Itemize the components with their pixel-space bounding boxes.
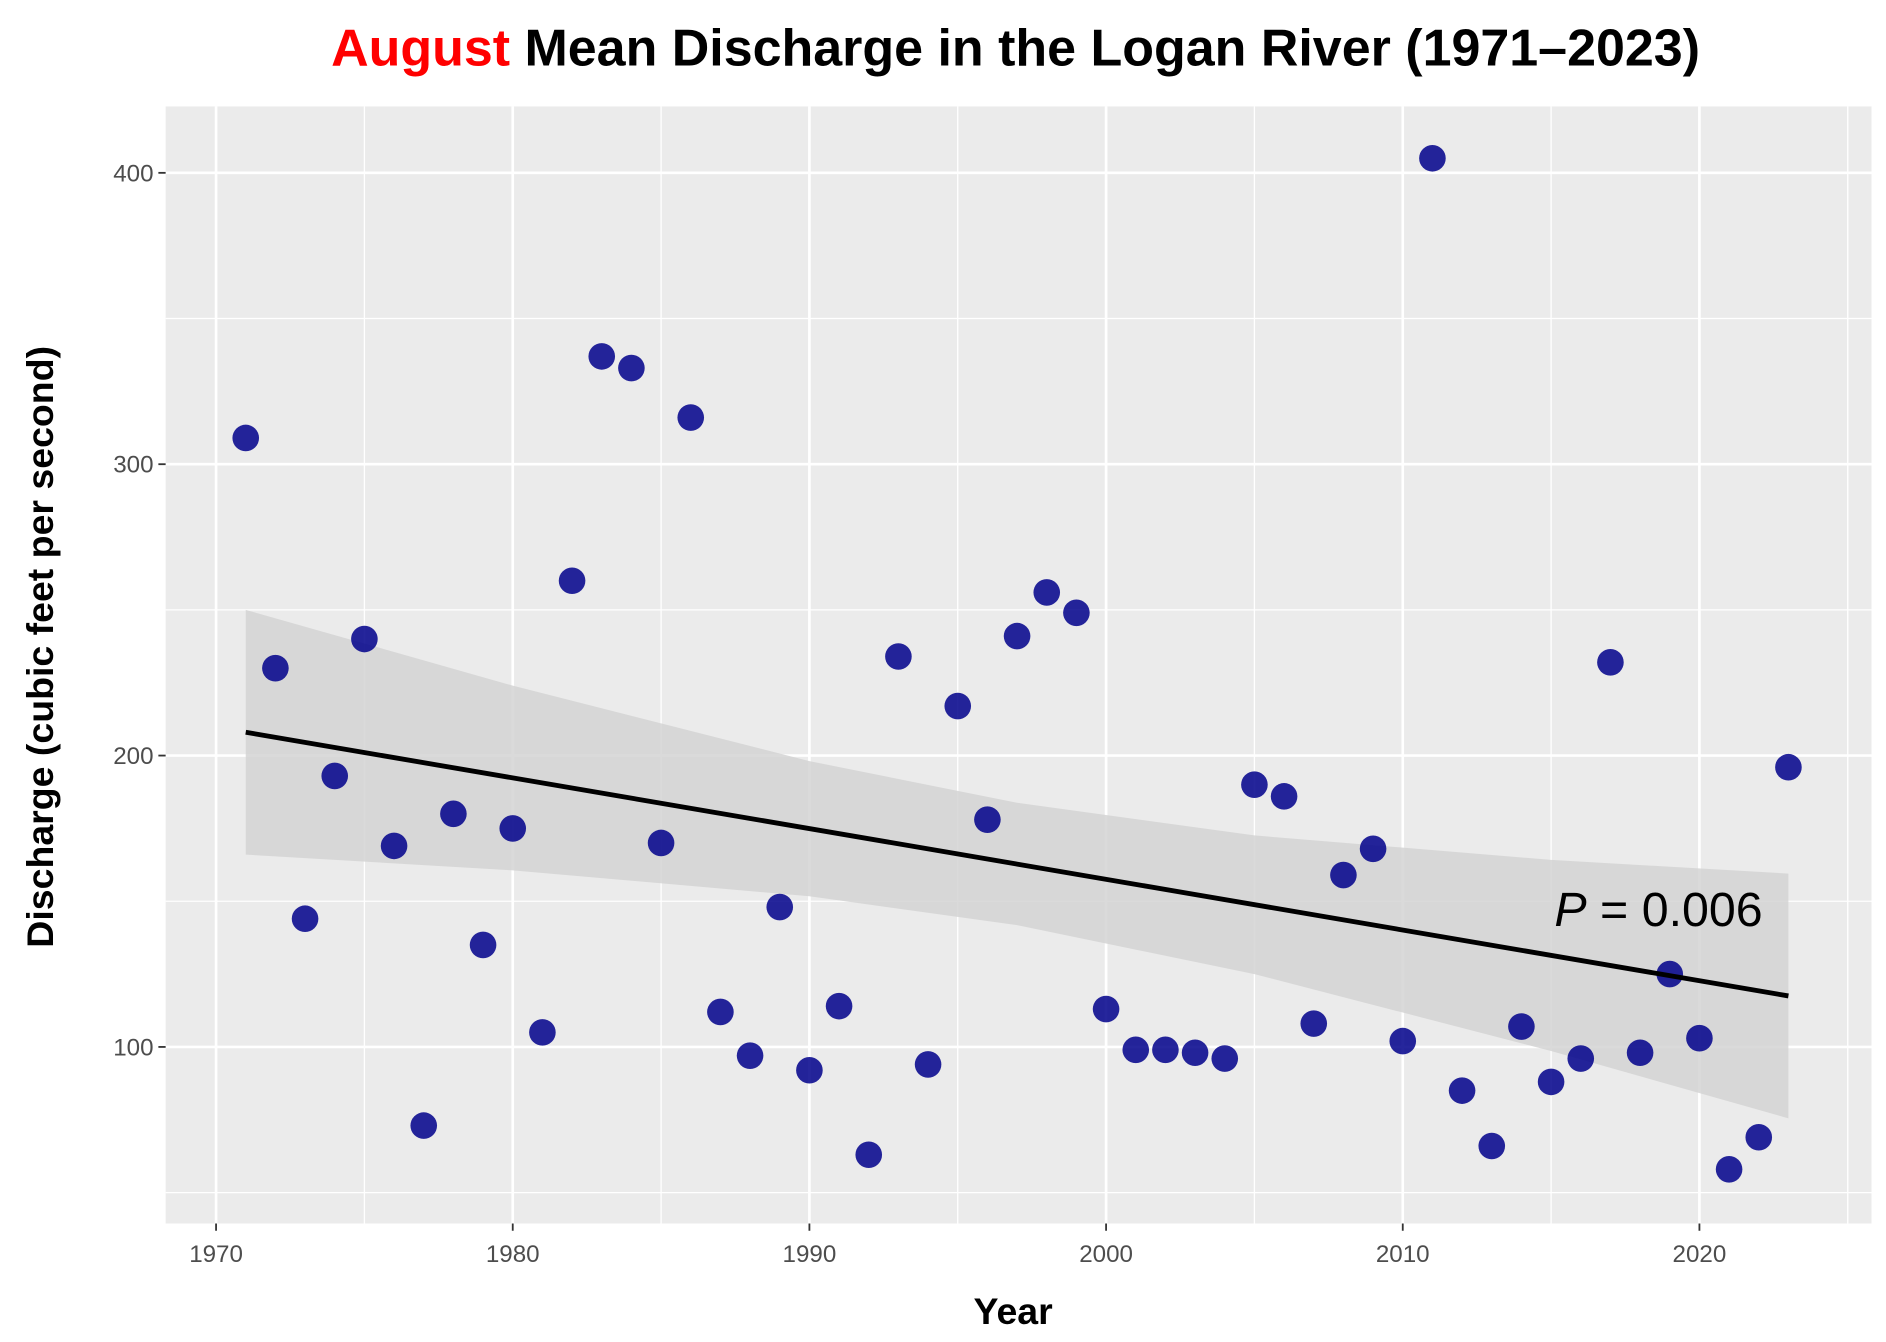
- y-tick-label: 200: [113, 743, 153, 770]
- data-point: [1389, 1027, 1417, 1055]
- data-point: [1152, 1036, 1179, 1064]
- x-tick-label: 1980: [486, 1241, 540, 1268]
- data-point: [262, 654, 289, 682]
- data-point: [1597, 649, 1624, 676]
- data-point: [588, 343, 616, 370]
- title-rest: Mean Discharge in the Logan River (1971–…: [510, 19, 1700, 77]
- data-point: [736, 1042, 764, 1069]
- data-point: [558, 567, 586, 595]
- x-axis-label: Year: [974, 1290, 1054, 1332]
- data-point: [1448, 1077, 1476, 1104]
- y-tick-label: 300: [113, 452, 153, 479]
- data-point: [974, 806, 1001, 833]
- data-point: [855, 1141, 883, 1169]
- data-point: [380, 832, 408, 860]
- y-tick-label: 400: [113, 160, 153, 187]
- x-tick-label: 1970: [189, 1241, 243, 1268]
- data-point: [499, 815, 527, 842]
- data-point: [1063, 599, 1090, 627]
- x-tick-label: 2000: [1079, 1241, 1133, 1268]
- data-point: [410, 1112, 438, 1139]
- x-tick-label: 2020: [1673, 1241, 1727, 1268]
- data-point: [1626, 1039, 1654, 1067]
- axes: 1970 1980 1990 2000 2010 2020 100 200 300 400: [113, 160, 1726, 1268]
- y-tick-label: 100: [113, 1034, 153, 1061]
- data-point: [1122, 1036, 1150, 1064]
- data-point: [647, 829, 675, 857]
- data-point: [1686, 1024, 1713, 1052]
- data-point: [825, 992, 853, 1020]
- data-point: [766, 893, 794, 921]
- data-point: [1508, 1013, 1535, 1040]
- data-point: [1537, 1068, 1565, 1096]
- data-point: [321, 762, 349, 790]
- data-point: [1211, 1045, 1239, 1072]
- data-point: [1567, 1045, 1595, 1072]
- data-point: [1359, 835, 1387, 863]
- data-points: [232, 144, 1802, 1183]
- x-tick-label: 2010: [1376, 1241, 1430, 1268]
- data-point: [1003, 622, 1031, 650]
- data-point: [1181, 1039, 1209, 1067]
- trend-line: [245, 729, 1789, 999]
- data-point: [291, 905, 319, 933]
- data-point: [1241, 771, 1268, 799]
- p-value-annotation: P = 0.006: [1554, 883, 1762, 937]
- data-point: [469, 931, 497, 959]
- data-point: [1745, 1123, 1773, 1151]
- data-point: [1033, 579, 1061, 606]
- data-point: [1715, 1156, 1743, 1183]
- data-point: [1092, 995, 1120, 1023]
- data-point: [232, 424, 260, 452]
- y-axis-label: Discharge (cubic feet per second): [19, 346, 61, 948]
- data-point: [440, 800, 467, 828]
- data-point: [618, 354, 645, 382]
- data-point: [944, 692, 972, 720]
- data-point: [1775, 753, 1802, 781]
- data-point: [1419, 144, 1446, 172]
- data-point: [707, 998, 734, 1026]
- data-point: [885, 643, 912, 670]
- data-point: [1330, 861, 1357, 889]
- data-point: [796, 1056, 823, 1084]
- data-point: [529, 1019, 556, 1046]
- data-point: [1300, 1010, 1328, 1037]
- title-highlight: August: [331, 19, 510, 77]
- chart-title: August Mean Discharge in the Logan River…: [331, 19, 1700, 77]
- x-tick-label: 1990: [783, 1241, 837, 1268]
- data-point: [1270, 783, 1298, 810]
- data-point: [351, 625, 378, 653]
- data-point: [1478, 1132, 1506, 1160]
- data-point: [677, 404, 705, 431]
- data-point: [914, 1051, 942, 1078]
